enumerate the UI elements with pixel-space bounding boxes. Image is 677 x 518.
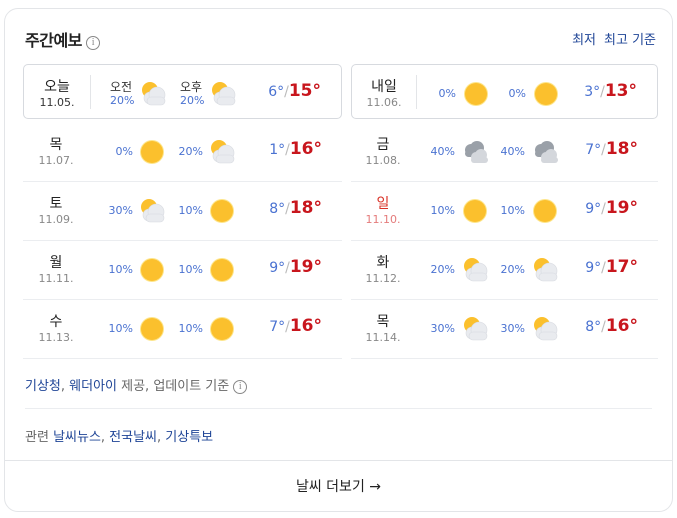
source-info: 기상청, 웨더아이 제공, 업데이트 기준 i <box>25 375 248 394</box>
sunny-icon <box>531 79 561 109</box>
weather-news-link[interactable]: 날씨뉴스 <box>53 430 101 445</box>
day-row[interactable]: 화 11.12. 20% 20% 9°/17° <box>351 241 658 300</box>
high-temp: 16° <box>605 316 638 336</box>
source-weatheri-link[interactable]: 웨더아이 <box>69 379 117 394</box>
temperature: 1°/16° <box>269 139 322 159</box>
low-temp: 7° <box>585 142 602 158</box>
sunny-icon <box>530 196 560 226</box>
sunny-icon <box>137 255 167 285</box>
low-temp: 9° <box>269 260 286 276</box>
high-temp: 16° <box>289 139 322 159</box>
low-temp: 1° <box>269 142 286 158</box>
day-row[interactable]: 수 11.13. 10% 10% 7°/16° <box>23 300 342 359</box>
temperature: 7°/16° <box>269 316 322 336</box>
low-temp: 6° <box>268 84 285 100</box>
sunny-icon <box>137 137 167 167</box>
day-row[interactable]: 금 11.08. 40% 40% 7°/18° <box>351 123 658 182</box>
today-forecast[interactable]: 오늘 11.05. 오전 20% 오후 20% 6°/15° <box>23 64 342 119</box>
day-row[interactable]: 월 11.11. 10% 10% 9°/19° <box>23 241 342 300</box>
partly-cloudy-icon <box>460 255 490 285</box>
temperature: 6°/15° <box>268 81 321 101</box>
temperature: 9°/19° <box>269 257 322 277</box>
arrow-right-icon: → <box>369 479 382 495</box>
high-temp: 17° <box>605 257 638 277</box>
temperature: 8°/16° <box>585 316 638 336</box>
temperature: 7°/18° <box>585 139 638 159</box>
tomorrow-forecast[interactable]: 내일 11.06. 0% 0% 3°/13° <box>351 64 658 119</box>
partly-cloudy-icon <box>460 314 490 344</box>
partly-cloudy-icon <box>530 314 560 344</box>
high-temp: 18° <box>289 198 322 218</box>
day-row[interactable]: 토 11.09. 30% 10% 8°/18° <box>23 182 342 241</box>
low-temp: 8° <box>585 319 602 335</box>
high-temp: 15° <box>288 81 321 101</box>
low-temp: 9° <box>585 201 602 217</box>
weather-warning-link[interactable]: 기상특보 <box>165 430 214 445</box>
partly-cloudy-icon <box>208 79 238 109</box>
day-row[interactable]: 목 11.07. 0% 20% 1°/16° <box>23 123 342 182</box>
divider <box>25 408 652 409</box>
sunny-icon <box>207 255 237 285</box>
sunny-icon <box>461 79 491 109</box>
info-icon[interactable]: i <box>233 380 248 394</box>
day-row[interactable]: 일 11.10. 10% 10% 9°/19° <box>351 182 658 241</box>
sunny-icon <box>460 196 490 226</box>
partly-cloudy-icon <box>207 137 237 167</box>
sunny-icon <box>207 196 237 226</box>
temperature: 9°/19° <box>585 198 638 218</box>
high-temp: 18° <box>605 139 638 159</box>
sunny-icon <box>137 314 167 344</box>
low-temp: 9° <box>585 260 602 276</box>
partly-cloudy-icon <box>138 79 168 109</box>
national-weather-link[interactable]: 전국날씨 <box>109 430 158 445</box>
more-weather-button[interactable]: 날씨 더보기 → <box>5 460 672 511</box>
high-temp: 19° <box>289 257 322 277</box>
high-temp: 16° <box>289 316 322 336</box>
weekly-forecast-card: 주간예보 i 최저 최고 기준 오늘 11.05. 오전 20% 오후 20% 6°/15… <box>4 8 673 512</box>
info-icon[interactable]: i <box>85 36 100 50</box>
related-links: 관련 날씨뉴스, 전국날씨, 기상특보 <box>25 430 214 445</box>
temperature: 8°/18° <box>269 198 322 218</box>
low-temp: 3° <box>584 84 601 100</box>
section-title: 주간예보 i <box>25 27 100 51</box>
sort-low-button[interactable]: 최저 <box>572 33 597 48</box>
day-row[interactable]: 목 11.14. 30% 30% 8°/16° <box>351 300 658 359</box>
cloudy-icon <box>460 137 490 167</box>
sort-high-button[interactable]: 최고 기준 <box>604 33 656 48</box>
temperature: 9°/17° <box>585 257 638 277</box>
sort-options: 최저 최고 기준 <box>564 29 656 48</box>
sunny-icon <box>207 314 237 344</box>
cloudy-icon <box>530 137 560 167</box>
low-temp: 7° <box>269 319 286 335</box>
high-temp: 19° <box>605 198 638 218</box>
temperature: 3°/13° <box>584 81 637 101</box>
partly-cloudy-icon <box>137 196 167 226</box>
source-kma-link[interactable]: 기상청 <box>25 379 61 394</box>
low-temp: 8° <box>269 201 286 217</box>
high-temp: 13° <box>604 81 637 101</box>
partly-cloudy-icon <box>530 255 560 285</box>
